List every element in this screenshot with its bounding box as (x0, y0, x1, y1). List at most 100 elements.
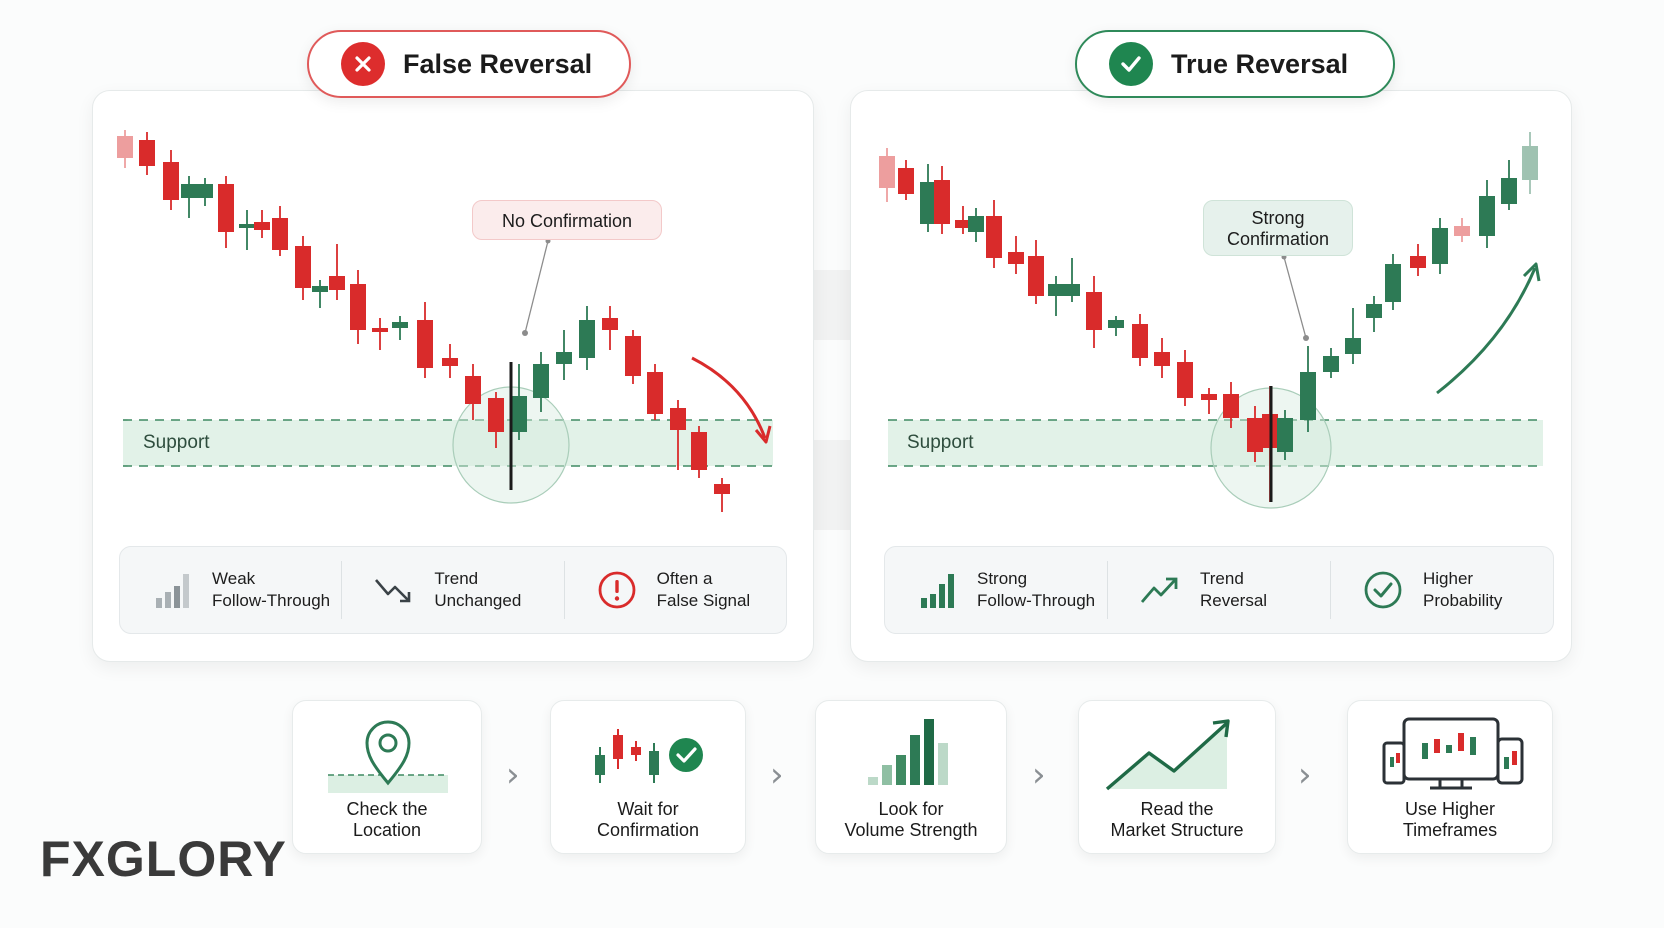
candlestick (1154, 338, 1170, 378)
candlestick (181, 176, 197, 218)
candlestick (442, 344, 458, 378)
candlestick (488, 392, 504, 448)
step-label: Look for Volume Strength (844, 799, 978, 840)
candlestick (1048, 276, 1064, 316)
step-volume-strength: Look for Volume Strength (815, 700, 1007, 854)
candlestick (465, 364, 481, 420)
candles-check-icon (595, 729, 703, 783)
trend-down-icon (375, 579, 411, 603)
candlestick (272, 206, 288, 256)
candlestick (329, 244, 345, 300)
candlestick (986, 200, 1002, 268)
candlestick (714, 478, 730, 512)
candlestick (670, 400, 686, 470)
candlestick (1454, 218, 1470, 242)
candlestick (254, 210, 270, 238)
up-arrow-right (1436, 267, 1537, 395)
candlestick (218, 176, 234, 248)
step-market-structure: Read the Market Structure (1078, 700, 1276, 854)
feature-trend-reversal: Trend Reversal (1107, 561, 1330, 619)
market-structure-icon (1105, 719, 1230, 791)
trend-up-icon (1140, 577, 1178, 603)
candlestick (879, 148, 895, 202)
check-circle-icon (1364, 571, 1402, 609)
step-label: Use Higher Timeframes (1402, 799, 1498, 840)
feature-text: Strong Follow-Through (977, 569, 1096, 610)
feature-text: Trend Unchanged (434, 569, 522, 610)
false-reversal-features: Weak Follow-Through Trend Unchanged Ofte… (119, 546, 787, 634)
true-reversal-title: True Reversal (1171, 48, 1349, 79)
devices-icon (1382, 717, 1524, 790)
true-reversal-title-pill: True Reversal (1075, 30, 1395, 98)
candlestick (1277, 410, 1293, 460)
candlestick (602, 306, 618, 350)
feature-text: Trend Reversal (1200, 569, 1268, 610)
feature-text: Weak Follow-Through (212, 569, 331, 610)
location-pin-icon (328, 720, 448, 793)
no-confirmation-callout: No Confirmation (472, 200, 662, 240)
candlestick (1410, 244, 1426, 276)
feature-trend-unchanged: Trend Unchanged (341, 561, 563, 619)
feature-weak-follow-through: Weak Follow-Through (120, 561, 341, 619)
candlestick (934, 166, 950, 234)
candlestick (625, 330, 641, 384)
candlestick (955, 206, 971, 234)
alert-icon (598, 571, 636, 609)
support-label-right: Support (907, 432, 974, 453)
candlestick (1345, 308, 1361, 364)
candlestick (579, 306, 595, 370)
candlestick (312, 280, 328, 308)
fxglory-logo: FXGLORY (40, 830, 287, 887)
candlestick (417, 302, 433, 378)
chevron-right-icon: › (506, 755, 520, 795)
weak-bars-icon (156, 574, 189, 608)
feature-false-signal: Often a False Signal (563, 561, 786, 619)
step-label: Wait for Confirmation (596, 799, 700, 840)
candlestick (556, 330, 572, 380)
candlestick (392, 316, 408, 340)
candlestick (1008, 236, 1024, 274)
strong-bars-icon (921, 574, 954, 608)
volume-bars-icon (868, 719, 948, 785)
candlestick (350, 270, 366, 344)
chevron-right-icon: › (1032, 755, 1046, 795)
candlestick (163, 150, 179, 210)
candlestick (1479, 180, 1495, 248)
logo-text: FXGLORY (40, 831, 287, 887)
candlestick (1223, 382, 1239, 428)
candlestick (533, 352, 549, 412)
candles-right (879, 132, 1538, 502)
candlestick (1201, 388, 1217, 414)
candlestick (139, 132, 155, 175)
candlestick (1108, 316, 1124, 336)
down-arrow-left (691, 356, 767, 439)
step-check-location: Check the Location (292, 700, 482, 854)
step-wait-confirmation: Wait for Confirmation (550, 700, 746, 854)
charts-canvas (117, 130, 1543, 512)
feature-strong-follow-through: Strong Follow-Through (885, 561, 1107, 619)
candlestick (1064, 258, 1080, 302)
check-icon (1109, 42, 1153, 86)
candlestick (197, 178, 213, 206)
feature-higher-probability: Higher Probability (1330, 561, 1553, 619)
feature-text: Often a False Signal (656, 569, 751, 610)
candlestick (1432, 218, 1448, 274)
candlestick (1366, 296, 1382, 332)
strong-confirmation-callout: Strong Confirmation (1203, 200, 1353, 256)
chevron-right-icon: › (770, 755, 784, 795)
support-label-left: Support (143, 432, 210, 453)
candlestick (968, 208, 984, 242)
support-zone-left (123, 420, 773, 466)
candlestick (1177, 350, 1193, 406)
candlestick (1501, 160, 1517, 210)
step-label: Read the Market Structure (1110, 799, 1244, 840)
true-reversal-features: Strong Follow-Through Trend Reversal Hig… (884, 546, 1554, 634)
candlestick (1522, 132, 1538, 194)
candlestick (1300, 346, 1316, 432)
candlestick (511, 364, 527, 440)
candlestick (1086, 276, 1102, 348)
candlestick (1323, 348, 1339, 378)
candlestick (1247, 406, 1263, 462)
false-reversal-title: False Reversal (403, 48, 593, 79)
x-icon (341, 42, 385, 86)
